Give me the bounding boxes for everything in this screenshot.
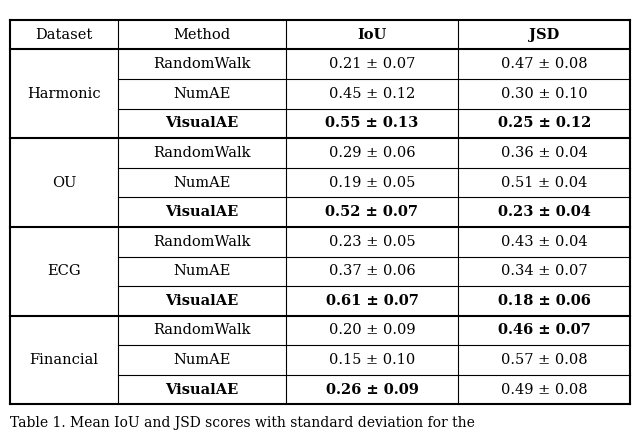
Text: NumAE: NumAE: [173, 264, 231, 278]
Text: 0.45 ± 0.12: 0.45 ± 0.12: [329, 87, 415, 101]
Text: 0.46 ± 0.07: 0.46 ± 0.07: [498, 324, 591, 338]
Text: 0.52 ± 0.07: 0.52 ± 0.07: [326, 205, 419, 219]
Text: 0.20 ± 0.09: 0.20 ± 0.09: [329, 324, 415, 338]
Text: 0.47 ± 0.08: 0.47 ± 0.08: [501, 57, 588, 71]
Text: 0.23 ± 0.05: 0.23 ± 0.05: [329, 235, 415, 249]
Text: RandomWalk: RandomWalk: [154, 146, 251, 160]
Text: 0.21 ± 0.07: 0.21 ± 0.07: [329, 57, 415, 71]
Text: 0.26 ± 0.09: 0.26 ± 0.09: [326, 383, 419, 396]
Text: VisualAE: VisualAE: [165, 116, 239, 130]
Text: 0.25 ± 0.12: 0.25 ± 0.12: [497, 116, 591, 130]
Text: RandomWalk: RandomWalk: [154, 235, 251, 249]
Text: Financial: Financial: [29, 353, 99, 367]
Text: 0.61 ± 0.07: 0.61 ± 0.07: [326, 294, 419, 308]
Text: VisualAE: VisualAE: [165, 383, 239, 396]
Text: 0.43 ± 0.04: 0.43 ± 0.04: [501, 235, 588, 249]
Text: RandomWalk: RandomWalk: [154, 57, 251, 71]
Text: 0.55 ± 0.13: 0.55 ± 0.13: [325, 116, 419, 130]
Text: OU: OU: [52, 175, 76, 190]
Text: JSD: JSD: [529, 28, 559, 42]
Text: 0.57 ± 0.08: 0.57 ± 0.08: [501, 353, 588, 367]
Text: 0.37 ± 0.06: 0.37 ± 0.06: [328, 264, 415, 278]
Text: NumAE: NumAE: [173, 175, 231, 190]
Text: VisualAE: VisualAE: [165, 205, 239, 219]
Text: VisualAE: VisualAE: [165, 294, 239, 308]
Text: Method: Method: [173, 28, 230, 42]
Text: 0.51 ± 0.04: 0.51 ± 0.04: [501, 175, 588, 190]
Text: NumAE: NumAE: [173, 353, 231, 367]
Text: Harmonic: Harmonic: [27, 87, 100, 101]
Text: 0.36 ± 0.04: 0.36 ± 0.04: [501, 146, 588, 160]
Text: IoU: IoU: [357, 28, 387, 42]
Text: 0.19 ± 0.05: 0.19 ± 0.05: [329, 175, 415, 190]
Text: 0.29 ± 0.06: 0.29 ± 0.06: [329, 146, 415, 160]
Text: 0.30 ± 0.10: 0.30 ± 0.10: [501, 87, 588, 101]
Text: Dataset: Dataset: [35, 28, 93, 42]
Text: 0.49 ± 0.08: 0.49 ± 0.08: [501, 383, 588, 396]
Text: 0.23 ± 0.04: 0.23 ± 0.04: [498, 205, 591, 219]
Text: 0.34 ± 0.07: 0.34 ± 0.07: [501, 264, 588, 278]
Text: NumAE: NumAE: [173, 87, 231, 101]
Text: ECG: ECG: [47, 264, 81, 278]
Text: Table 1. Mean IoU and JSD scores with standard deviation for the: Table 1. Mean IoU and JSD scores with st…: [10, 416, 474, 431]
Text: 0.18 ± 0.06: 0.18 ± 0.06: [498, 294, 591, 308]
Text: 0.15 ± 0.10: 0.15 ± 0.10: [329, 353, 415, 367]
Text: RandomWalk: RandomWalk: [154, 324, 251, 338]
